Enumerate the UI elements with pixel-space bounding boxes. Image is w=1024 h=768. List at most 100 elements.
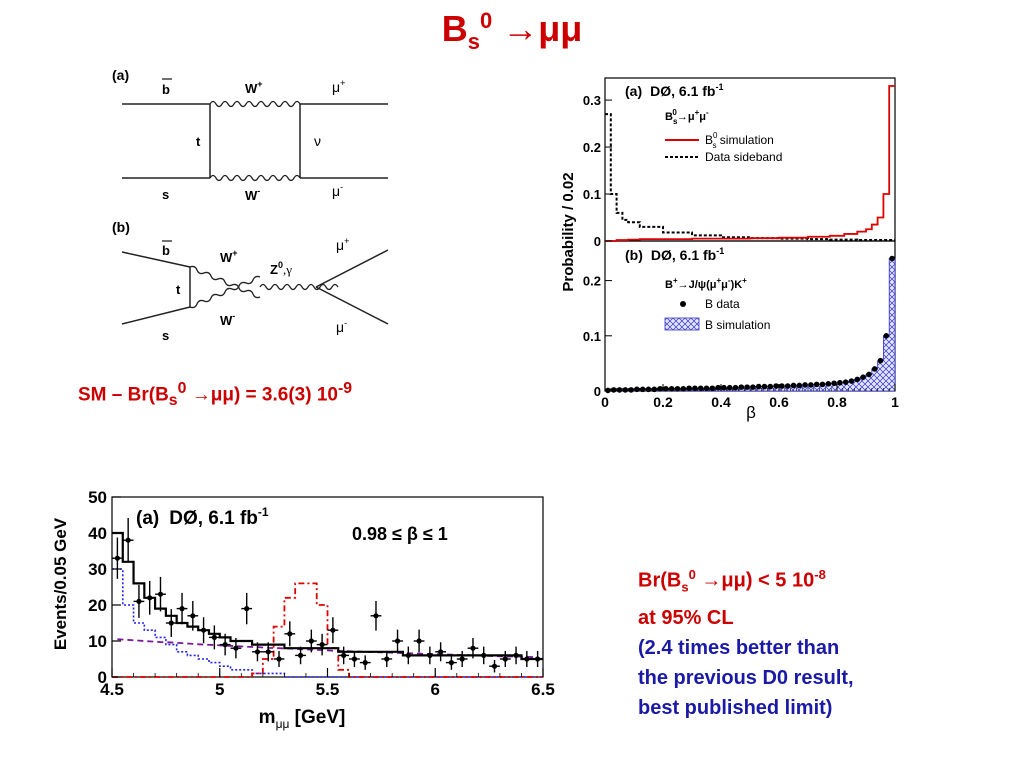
data-point	[524, 656, 530, 662]
bplus-data-point	[860, 374, 866, 381]
w-plus-label-b: W+	[220, 248, 238, 265]
sm-prediction-text: SM – Br(Bs0 →μμ) = 3.6(3) 10-9	[78, 380, 353, 410]
bplus-data-point	[796, 382, 803, 389]
mass-x-tick-label: 5	[215, 680, 224, 699]
data-point	[491, 663, 498, 669]
b-bar-label-a: b	[162, 82, 170, 97]
bplus-data-point	[721, 384, 727, 391]
limit-line-1: Br(Bs0 →μμ) < 5 10-8	[638, 567, 826, 595]
data-point	[168, 620, 174, 626]
data-point	[319, 642, 325, 648]
data-point	[287, 631, 293, 637]
data-point	[373, 613, 379, 619]
beta-x-tick-label: 0.4	[711, 394, 731, 410]
data-point	[233, 645, 239, 651]
mass-y-tick-label: 10	[88, 632, 107, 651]
bplus-data-point	[622, 387, 629, 393]
beta-x-tick-label: 0.6	[769, 394, 789, 410]
data-point	[535, 656, 541, 662]
mass-marks	[112, 518, 543, 678]
bplus-data-point	[825, 381, 832, 387]
data-point	[200, 627, 207, 633]
bplus-data-point	[802, 382, 808, 388]
bplus-data-point	[750, 384, 756, 390]
feynman-diagram-b: (b) b s t W+ W- Z0,γ μ+ μ-	[112, 219, 389, 342]
w-plus-propagator-a	[209, 100, 301, 108]
data-point	[179, 606, 185, 612]
beta-bottom-frame	[604, 240, 896, 392]
mass-distribution-plot: Events/0.05 GeV 4.5 5 5.5 6 6.5 0 10 20 30 40 50 (…	[51, 488, 555, 731]
series-signal	[112, 582, 543, 678]
data-point	[448, 660, 455, 666]
diagram-b-tag: (b)	[112, 219, 130, 235]
bplus-data-point	[755, 383, 762, 390]
data-point	[330, 627, 336, 633]
data-point	[481, 652, 487, 658]
mu-plus-label-a: μ+	[332, 78, 345, 95]
bplus-data-point	[663, 385, 669, 392]
bplus-data-point	[842, 379, 849, 385]
bplus-data-point	[854, 376, 861, 383]
bplus-data-point	[634, 386, 640, 393]
beta-x-tick-label: 0.8	[827, 394, 847, 410]
bplus-data-point	[610, 387, 617, 393]
bplus-data-point	[697, 385, 704, 392]
bplus-data-point	[883, 333, 890, 339]
bplus-data-point	[790, 382, 797, 389]
bplus-data-point	[715, 384, 721, 391]
bplus-data-point	[813, 381, 820, 388]
beta-bottom-title: (b) DØ, 6.1 fb-1	[625, 246, 724, 263]
bplus-data-point	[877, 357, 884, 364]
mass-x-tick-label: 5.5	[316, 680, 340, 699]
data-point	[502, 656, 508, 662]
bplus-data-point	[674, 385, 681, 392]
beta-x-tick-label: 1	[891, 394, 899, 410]
limit-line-4: the previous D0 result,	[638, 666, 854, 689]
mass-axes: 4.5 5 5.5 6 6.5 0 10 20 30 40 50	[88, 488, 555, 699]
bplus-data-point	[651, 386, 658, 393]
mass-x-tick-label: 6.5	[531, 680, 555, 699]
legend-label-bplus-sim: B simulation	[705, 318, 770, 332]
bplus-data-point	[639, 386, 646, 393]
data-point	[114, 555, 120, 561]
mass-x-axis-label: mμμ [GeV]	[259, 707, 346, 731]
nu-label-a: ν	[314, 133, 321, 149]
mass-y-tick-label: 40	[88, 524, 107, 543]
data-point	[513, 652, 519, 658]
data-point	[438, 649, 444, 655]
limit-text-block: Br(Bs0 →μμ) < 5 10-8 at 95% CL (2.4 time…	[638, 560, 854, 723]
slide-title: Bs0 →μμ	[441, 8, 583, 55]
bplus-data-point	[767, 383, 774, 390]
data-point	[157, 591, 164, 597]
s-label-b: s	[162, 328, 169, 342]
w-minus-propagator-a	[209, 174, 301, 182]
data-point	[136, 598, 142, 604]
beta-distribution-plot: Probability / 0.02 0 0.2 0.4 0.6 0.8 1 0 0.1 0.2…	[560, 77, 899, 422]
data-point	[427, 652, 433, 658]
z-gamma-propagator-b	[259, 283, 339, 291]
w-minus-label-a: W-	[245, 186, 260, 203]
bplus-data-point	[831, 380, 837, 387]
bplus-data-point	[779, 383, 785, 389]
beta-top-marks	[605, 85, 895, 242]
bplus-data-point	[732, 384, 739, 391]
bplus-data-point	[738, 384, 745, 390]
mu-plus-label-b: μ+	[336, 236, 349, 253]
beta-top-y-tick-label: 0.1	[583, 187, 601, 202]
bplus-data-point	[744, 384, 750, 390]
beta-bottom-process: B+→J/ψ(μ+μ-)K+	[665, 276, 747, 291]
mass-beta-cut: 0.98 ≤ β ≤ 1	[352, 524, 448, 544]
beta-bottom-y-tick-label: 0.2	[583, 274, 601, 289]
bplus-data-point	[692, 385, 698, 392]
mass-x-tick-label: 6	[431, 680, 440, 699]
s-label-a: s	[162, 187, 169, 202]
bplus-data-point	[657, 385, 663, 392]
series-background-1	[112, 568, 543, 678]
data-point	[190, 613, 196, 619]
beta-bottom-y-tick-label: 0	[594, 384, 601, 399]
legend-label-signal: B0 s simulation	[705, 131, 774, 150]
legend-label-sideband: Data sideband	[705, 150, 782, 164]
mass-y-tick-label: 30	[88, 560, 107, 579]
bplus-data-point	[616, 387, 623, 393]
legend-marker-bplus-data	[680, 301, 686, 307]
